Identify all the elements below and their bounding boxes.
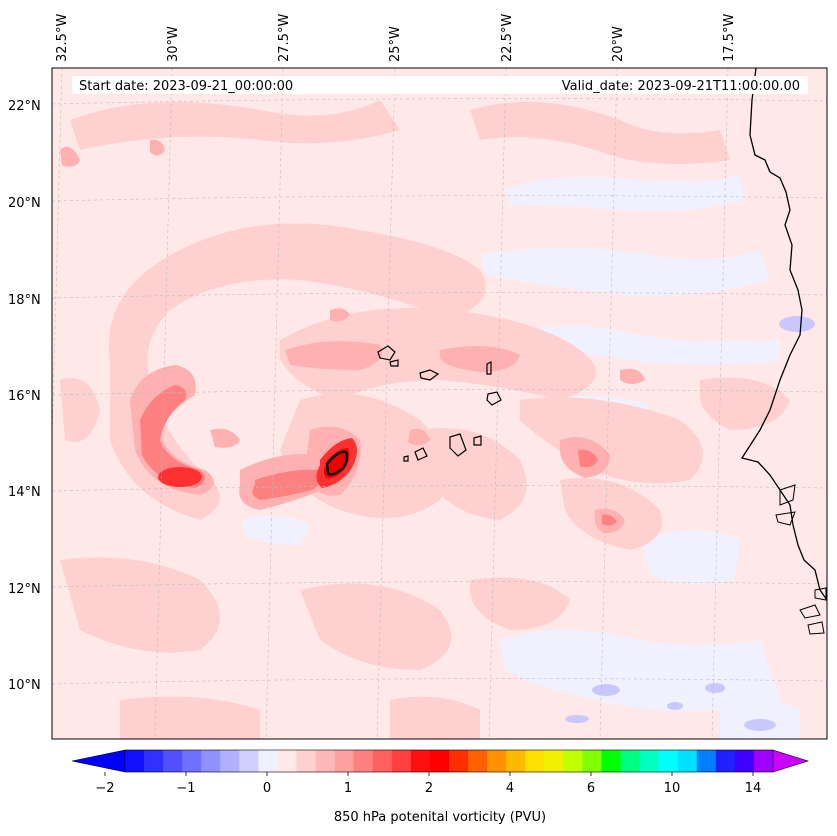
- lon-label: 32.5°W: [55, 14, 70, 62]
- colorbar-tick-label: 14: [745, 781, 762, 796]
- colorbar-cell: [601, 750, 622, 772]
- lat-label: 12°N: [8, 582, 41, 597]
- colorbar-cell: [201, 750, 221, 772]
- cape-verde-islands: [377, 345, 502, 462]
- colorbar-outline: [124, 749, 774, 773]
- colorbar-cell: [563, 750, 583, 772]
- colorbar-cell: [315, 750, 336, 772]
- pv-peak-core: [324, 448, 350, 479]
- colorbar-arrow-outline: [71, 749, 126, 773]
- colorbar-label: 850 hPa potenital vorticity (PVU): [334, 810, 546, 825]
- colorbar-cell: [620, 750, 641, 772]
- colorbar-tick-label: 10: [664, 781, 681, 796]
- pv-peak-contour: [325, 450, 349, 476]
- colorbar-cell: [506, 750, 526, 772]
- header-box: [72, 76, 808, 94]
- colorbar-cell: [639, 750, 660, 772]
- colorbar-cell: [277, 750, 298, 772]
- colorbar-cell: [182, 750, 202, 772]
- gridlines: [52, 68, 827, 739]
- colorbar-cell: [449, 750, 469, 772]
- map-frame: [51, 67, 828, 740]
- colorbar-cell: [582, 750, 602, 772]
- coast-islands-guinea: [799, 587, 827, 635]
- lon-label: 27.5°W: [277, 14, 292, 62]
- colorbar-tick-labels: −2 −1 0 1 2 4 6 10 14: [95, 781, 761, 796]
- coast-inlet-1: [779, 484, 796, 506]
- lat-labels: 22°N 20°N 18°N 16°N 14°N 12°N 10°N: [8, 99, 41, 693]
- colorbar-cell: [734, 750, 755, 772]
- colorbar-cell: [372, 750, 393, 772]
- colorbar-cells: [125, 750, 774, 772]
- colorbar-cell: [544, 750, 564, 772]
- lat-label: 16°N: [8, 389, 41, 404]
- lon-label: 20°W: [611, 26, 626, 62]
- colorbar-arrow-outline: [772, 749, 810, 773]
- colorbar-cell: [715, 750, 736, 772]
- colorbar-cell: [239, 750, 259, 772]
- colorbar-cell: [334, 750, 355, 772]
- colorbar-cell: [125, 750, 145, 772]
- lat-label: 18°N: [8, 293, 41, 308]
- lon-label: 17.5°W: [722, 14, 737, 62]
- colorbar-cell: [753, 750, 774, 772]
- lat-label: 22°N: [8, 99, 41, 114]
- colorbar-tick-label: 0: [263, 781, 271, 796]
- colorbar: −2 −1 0 1 2 4 6 10 14 850 hPa potenital …: [71, 749, 810, 825]
- colorbar-tick-label: 4: [506, 781, 514, 796]
- colorbar-cell: [429, 750, 450, 772]
- start-date-label: Start date: 2023-09-21_00:00:00: [79, 79, 293, 94]
- colorbar-cell: [391, 750, 412, 772]
- colorbar-max-arrow: [773, 750, 808, 772]
- lat-label: 10°N: [8, 678, 41, 693]
- colorbar-tick-label: −2: [95, 781, 114, 796]
- colorbar-cell: [487, 750, 507, 772]
- lon-label: 22.5°W: [500, 14, 515, 62]
- valid-date-label: Valid_date: 2023-09-21T11:00:00.00: [562, 79, 800, 94]
- colorbar-min-arrow: [72, 750, 125, 772]
- colorbar-cell: [220, 750, 240, 772]
- lat-label: 20°N: [8, 196, 41, 211]
- colorbar-cell: [353, 750, 374, 772]
- colorbar-ticks: [104, 772, 754, 776]
- colorbar-cell: [144, 750, 164, 772]
- colorbar-tick-label: 2: [425, 781, 433, 796]
- lon-label: 30°W: [166, 26, 181, 62]
- coast-inlet-2: [775, 511, 796, 526]
- africa-coastline: [740, 68, 827, 601]
- colorbar-cell: [468, 750, 488, 772]
- colorbar-cell: [677, 750, 698, 772]
- lon-label: 25°W: [388, 26, 403, 62]
- colorbar-cell: [410, 750, 431, 772]
- map-panel: [52, 68, 827, 739]
- colorbar-cell: [296, 750, 317, 772]
- lon-labels: 32.5°W 30°W 27.5°W 25°W 22.5°W 20°W 17.5…: [55, 14, 737, 62]
- pv-strong-positive: [140, 385, 617, 526]
- pv-negative-strong: [565, 316, 815, 731]
- colorbar-tick-label: 1: [344, 781, 352, 796]
- colorbar-cell: [525, 750, 545, 772]
- lat-label: 14°N: [8, 485, 41, 500]
- colorbar-tick-label: −1: [176, 781, 195, 796]
- colorbar-cell: [658, 750, 679, 772]
- colorbar-cell: [258, 750, 278, 772]
- colorbar-tick-label: 6: [587, 781, 595, 796]
- colorbar-cell: [696, 750, 717, 772]
- colorbar-cell: [163, 750, 183, 772]
